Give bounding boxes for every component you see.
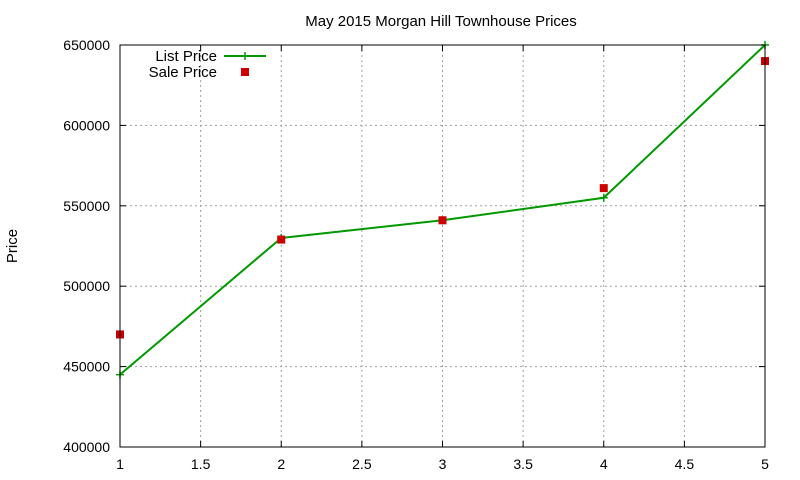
sale-price-point — [277, 235, 286, 244]
y-tick-label: 450000 — [63, 359, 110, 375]
y-tick-label: 500000 — [63, 278, 110, 294]
x-tick-label: 2.5 — [352, 456, 372, 472]
x-tick-label: 3.5 — [513, 456, 533, 472]
x-tick-label: 4.5 — [675, 456, 695, 472]
x-tick-label: 1.5 — [191, 456, 211, 472]
legend-label: List Price — [155, 48, 217, 65]
y-tick-label: 600000 — [63, 117, 110, 133]
y-axis-label: Price — [4, 229, 21, 263]
y-tick-label: 550000 — [63, 198, 110, 214]
legend-swatch-marker — [241, 68, 249, 76]
legend-label: Sale Price — [149, 64, 217, 81]
x-tick-label: 5 — [761, 456, 769, 472]
y-tick-label: 400000 — [63, 439, 110, 455]
sale-price-point — [599, 184, 608, 193]
sale-price-point — [438, 216, 447, 225]
x-tick-label: 1 — [116, 456, 124, 472]
axis-ticks: 1 1.5 2 2.5 3 3.5 4 4.5 5 400000 450000 500000 55000… — [63, 37, 769, 472]
x-tick-label: 3 — [439, 456, 447, 472]
x-tick-label: 2 — [277, 456, 285, 472]
grid-lines — [120, 45, 765, 447]
legend-swatch-marker — [241, 52, 249, 60]
list-price-point — [599, 193, 608, 202]
plot-border — [119, 44, 766, 448]
chart-title: May 2015 Morgan Hill Townhouse Prices — [305, 13, 577, 30]
x-tick-label: 4 — [600, 456, 608, 472]
y-tick-label: 650000 — [63, 37, 110, 53]
